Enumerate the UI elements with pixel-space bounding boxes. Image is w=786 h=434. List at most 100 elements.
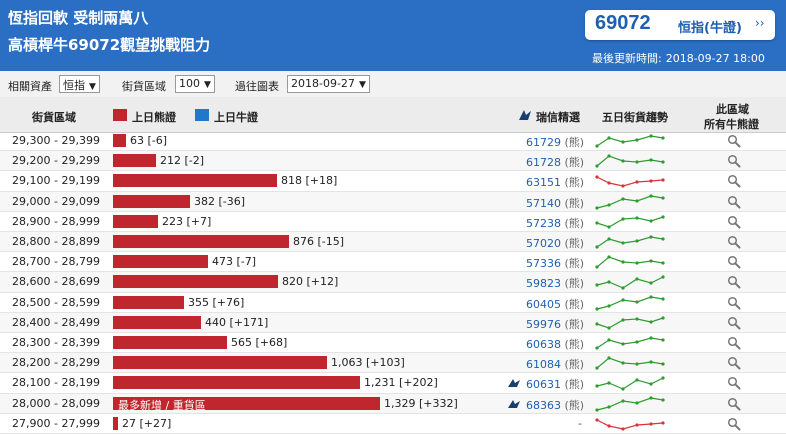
warrant-type: (熊) [561,277,585,291]
trend-point [607,404,611,409]
bear-value: 565 [+68] [231,336,288,349]
search-icon[interactable] [727,154,741,168]
trend-point [595,144,599,148]
warrant-link[interactable]: 57140 (熊) [526,195,584,211]
warrant-link[interactable]: 59823 (熊) [526,275,584,291]
trend-point [649,281,653,285]
warrant-link[interactable]: 60631 (熊) [526,376,584,392]
trend-point [595,164,599,168]
search-icon[interactable] [727,336,741,350]
search-icon[interactable] [727,275,741,289]
warrant-link[interactable]: 57336 (熊) [526,255,584,271]
warrant-code: 60631 [526,378,561,392]
warrant-code: 57140 [526,196,561,210]
trend-point [661,261,665,265]
warrant-link[interactable]: 68363 (熊) [526,397,584,413]
trend-point [595,366,599,370]
row-range: 29,000 - 29,099 [12,194,100,208]
trend-sparkline [595,134,665,148]
warrant-type: (熊) [561,257,585,271]
filter-bar: 相關資產 恒指 ▼ 街貨區域 100 ▼ 過往圖表 2018-09-27 ▼ [0,71,786,97]
row-range: 28,600 - 28,699 [12,275,100,289]
search-icon[interactable] [727,174,741,188]
warrant-code: 57336 [526,257,561,271]
bear-bar [113,134,126,147]
warrant-link[interactable]: 61729 (熊) [526,134,584,150]
trend-point [635,340,639,344]
warrant-link[interactable]: 59976 (熊) [526,316,584,332]
chart-date-select[interactable]: 2018-09-27 ▼ [287,75,370,93]
trend-point [595,407,599,412]
search-icon[interactable] [727,376,741,390]
row-range: 28,700 - 28,799 [12,255,100,269]
bear-bar [113,295,184,309]
bear-bar [113,275,278,289]
asset-select[interactable]: 恒指 ▼ [59,75,100,93]
trend-point [621,286,625,290]
trend-point [607,181,611,185]
search-icon[interactable] [727,255,741,269]
table-row: 28,600 - 28,699 820 [+12] 59823 (熊) [0,272,786,293]
search-icon[interactable] [727,195,741,209]
trend-point [595,306,599,311]
last-updated-label: 最後更新時間: [592,52,662,65]
trend-point [621,140,625,144]
bear-value: 1,063 [+103] [331,356,405,370]
trend-point [621,241,625,245]
table-row: 28,400 - 28,499 440 [+171] 59976 (熊) [0,312,786,333]
table-row: 28,700 - 28,799 473 [-7] 57336 (熊) [0,252,786,273]
featured-warrant-link[interactable]: 69072 恒指(牛證) ›› [585,10,775,40]
trend-point [607,202,611,207]
trend-point [661,338,665,342]
bear-value: 382 [-36] [194,194,246,208]
row-range: 28,400 - 28,499 [12,315,100,329]
row-range: 28,500 - 28,599 [12,295,100,309]
search-icon[interactable] [727,316,741,330]
headline-line2: 高槓桿牛69072觀望挑戰阻力 [8,36,211,54]
search-icon[interactable] [727,134,741,148]
search-icon[interactable] [727,356,741,370]
warrant-type: (熊) [561,398,585,412]
row-range: 29,300 - 29,399 [12,134,100,147]
bear-value: 355 [+76] [188,295,245,309]
table-row: 28,300 - 28,399 565 [+68] 60638 (熊) [0,333,786,354]
search-icon[interactable] [727,397,741,411]
range-select[interactable]: 100 ▼ [175,75,215,93]
warrant-link[interactable]: 60638 (熊) [526,336,584,352]
warrant-link[interactable]: 63151 (熊) [526,174,584,190]
bear-bar [113,194,190,208]
warrant-link[interactable]: 61084 (熊) [526,356,584,372]
trend-point [595,418,599,422]
warrant-type: (熊) [561,196,585,210]
search-icon[interactable] [727,235,741,249]
legend-bull-swatch [195,109,209,121]
trend-sparkline [595,356,665,370]
search-icon[interactable] [727,417,741,431]
trend-point [621,398,625,403]
warrant-link[interactable]: 57020 (熊) [526,235,584,251]
warrant-link[interactable]: 61728 (熊) [526,154,584,170]
warrant-code: 60405 [526,297,561,311]
warrant-type: (熊) [561,378,585,392]
trend-point [595,245,599,249]
table-row: 29,100 - 29,199 818 [+18] 63151 (熊) [0,171,786,192]
trend-point [621,184,625,188]
trend-point [595,205,599,210]
warrant-link[interactable]: 57238 (熊) [526,215,584,231]
bear-bar [113,255,208,269]
trend-point [635,261,639,265]
trend-sparkline [595,418,665,431]
warrant-code: 57020 [526,237,561,250]
trend-point [661,178,665,182]
search-icon[interactable] [727,296,741,310]
trend-sparkline [595,175,665,188]
search-icon[interactable] [727,215,741,229]
trend-point [661,316,665,320]
trend-point [621,217,625,221]
trend-point [649,134,653,138]
table-row: 28,100 - 28,199 1,231 [+202] 60631 (熊) [0,373,786,394]
warrant-link[interactable]: 60405 (熊) [526,296,584,312]
trend-point [607,424,611,428]
trend-point [607,154,611,158]
trend-point [607,356,611,360]
